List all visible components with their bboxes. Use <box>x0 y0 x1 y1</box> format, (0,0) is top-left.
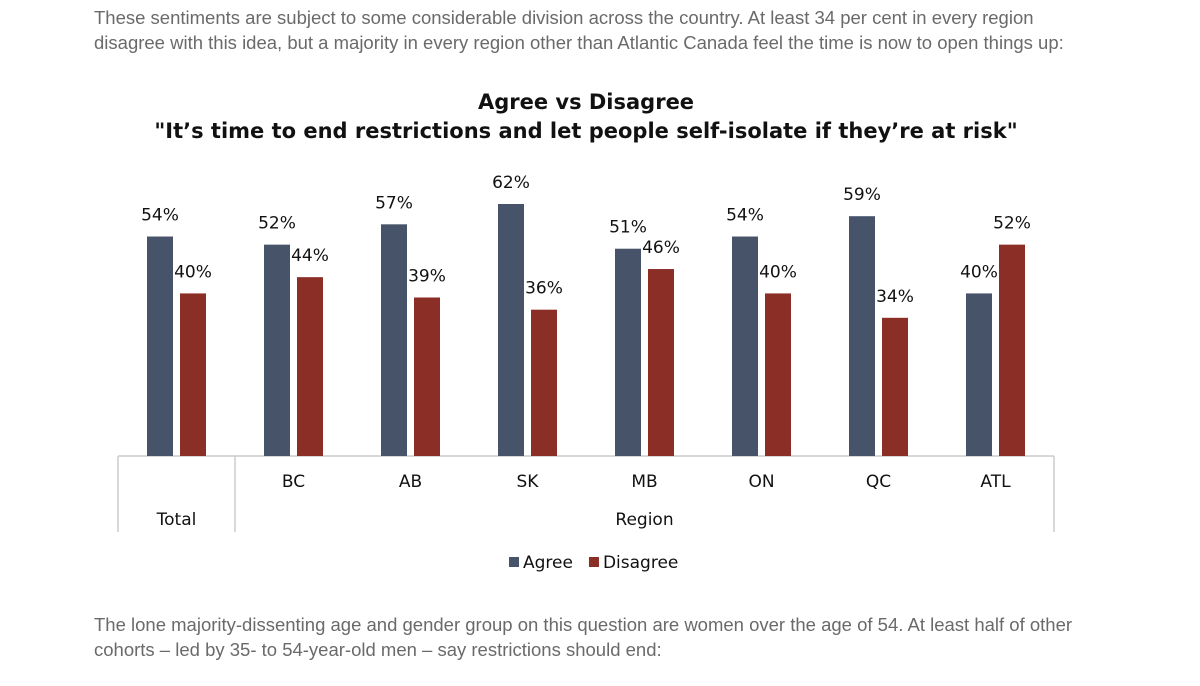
legend-label: Disagree <box>603 553 678 573</box>
text-line: cohorts – led by 35- to 54-year-old men … <box>94 639 662 660</box>
bar <box>147 236 173 456</box>
text-line: These sentiments are subject to some con… <box>94 7 1034 28</box>
legend-swatch <box>509 557 519 567</box>
bar <box>180 293 206 456</box>
data-label: 40% <box>174 262 212 282</box>
x-tick-label: AB <box>399 472 422 492</box>
group-label: Region <box>615 510 673 530</box>
bar <box>615 248 641 456</box>
data-label: 40% <box>960 262 998 282</box>
bar <box>264 244 290 456</box>
intro: These sentiments are subject to some con… <box>94 5 1064 55</box>
bar <box>648 269 674 456</box>
bar <box>531 309 557 456</box>
data-label: 39% <box>408 266 446 286</box>
bar <box>765 293 791 456</box>
data-label: 57% <box>375 193 413 213</box>
bar <box>498 204 524 456</box>
outro: The lone majority-dissenting age and gen… <box>94 612 1072 662</box>
data-label: 46% <box>642 238 680 258</box>
data-label: 62% <box>492 173 530 193</box>
data-label: 54% <box>141 206 179 226</box>
x-tick-label: QC <box>866 472 891 492</box>
bar <box>732 236 758 456</box>
bar <box>882 317 908 456</box>
legend-swatch <box>588 557 599 567</box>
data-label: 40% <box>759 262 797 282</box>
x-tick-label: MB <box>631 472 657 492</box>
chart-title: Agree vs Disagree <box>478 90 694 114</box>
legend-label: Agree <box>523 553 573 573</box>
x-tick-label: ATL <box>980 472 1011 492</box>
bar <box>849 216 875 456</box>
data-label: 51% <box>609 218 647 238</box>
text-line: disagree with this idea, but a majority … <box>94 32 1064 53</box>
x-tick-label: ON <box>748 472 774 492</box>
bar <box>414 297 440 456</box>
x-tick-label: SK <box>517 472 540 492</box>
bar <box>297 277 323 456</box>
data-label: 44% <box>291 246 329 266</box>
x-tick-label: BC <box>282 472 305 492</box>
data-label: 52% <box>258 214 296 234</box>
data-label: 34% <box>876 287 914 307</box>
data-label: 54% <box>726 206 764 226</box>
group-label: Total <box>156 510 197 530</box>
data-label: 52% <box>993 214 1031 234</box>
bar <box>966 293 992 456</box>
chart-title: "It’s time to end restrictions and let p… <box>154 119 1017 143</box>
bar <box>999 244 1025 456</box>
text-line: The lone majority-dissenting age and gen… <box>94 614 1073 635</box>
data-label: 36% <box>525 279 563 299</box>
bar <box>381 224 407 456</box>
data-label: 59% <box>843 185 881 205</box>
